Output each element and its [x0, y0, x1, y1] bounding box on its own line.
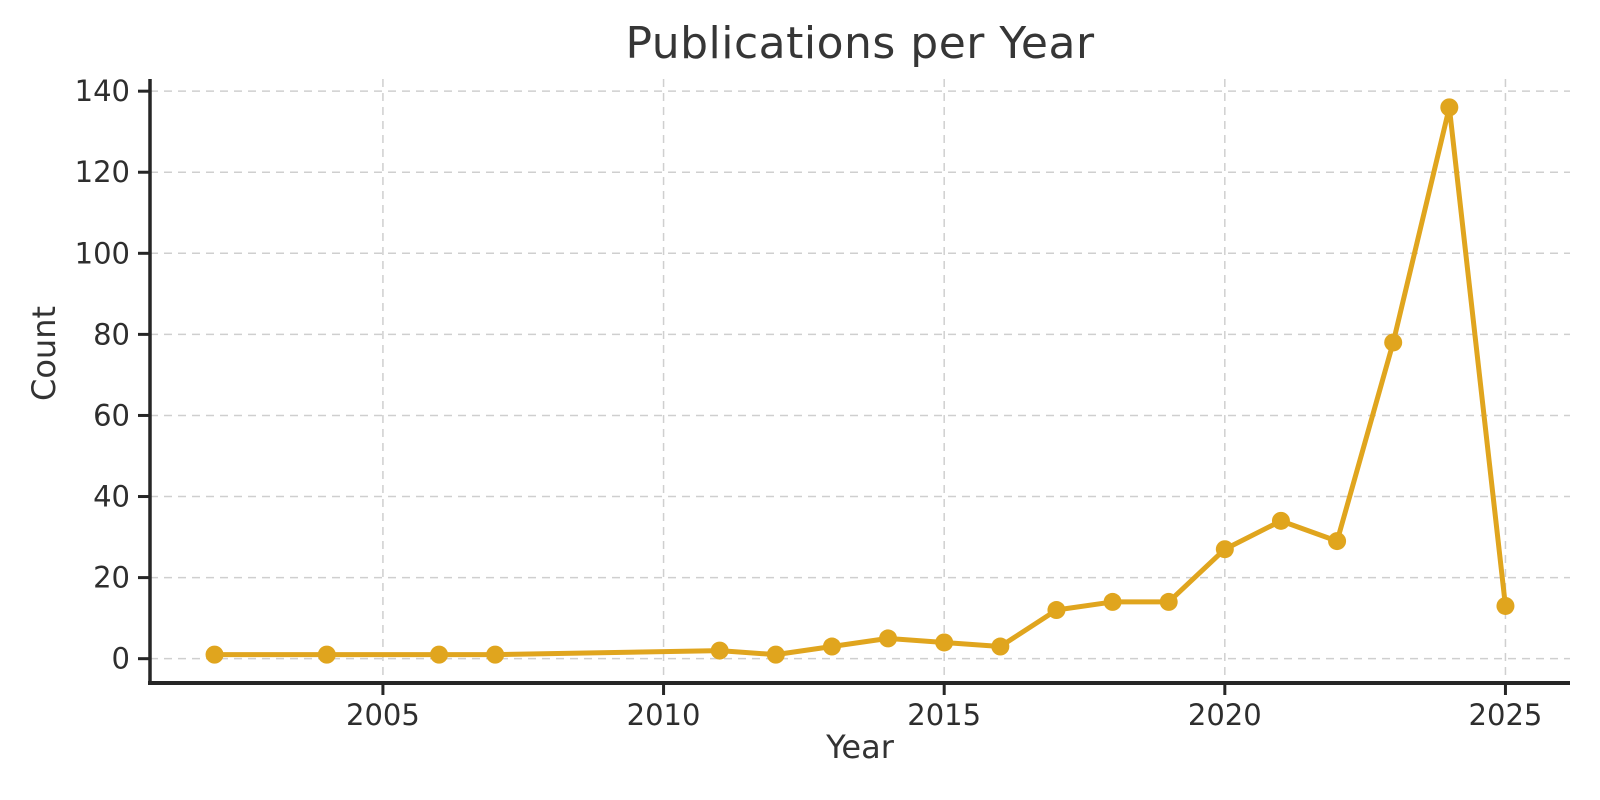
y-tick-label: 120	[75, 155, 130, 189]
data-point	[1271, 511, 1290, 530]
data-point	[205, 645, 224, 664]
data-point	[879, 629, 898, 648]
x-tick-label: 2015	[907, 698, 981, 732]
y-tick-label: 140	[75, 74, 130, 108]
data-series-line	[212, 104, 1508, 658]
data-point	[822, 637, 841, 656]
data-point	[1328, 532, 1347, 551]
data-point	[710, 641, 729, 660]
data-point	[1047, 601, 1066, 620]
data-point	[1496, 596, 1515, 615]
y-tick-label: 20	[93, 561, 130, 595]
y-tick-label: 0	[112, 642, 130, 676]
y-tick-label: 80	[93, 317, 130, 351]
data-point	[1103, 592, 1122, 611]
data-point	[935, 633, 954, 652]
y-tick-label: 60	[93, 398, 130, 432]
x-tick-label: 2025	[1469, 698, 1543, 732]
y-tick-label: 100	[75, 236, 130, 270]
data-point	[1440, 98, 1459, 117]
x-axis-label: Year	[826, 728, 894, 766]
x-tick-label: 2005	[346, 698, 420, 732]
data-point	[991, 637, 1010, 656]
y-tick-label: 40	[93, 480, 130, 514]
chart-title: Publications per Year	[625, 18, 1095, 69]
data-point	[766, 645, 785, 664]
x-tick-label: 2020	[1188, 698, 1262, 732]
data-point	[486, 645, 505, 664]
data-point	[1384, 333, 1403, 352]
data-point	[1215, 540, 1234, 559]
data-point	[317, 645, 336, 664]
data-point	[430, 645, 449, 664]
data-point	[1159, 592, 1178, 611]
x-tick-label: 2010	[627, 698, 701, 732]
